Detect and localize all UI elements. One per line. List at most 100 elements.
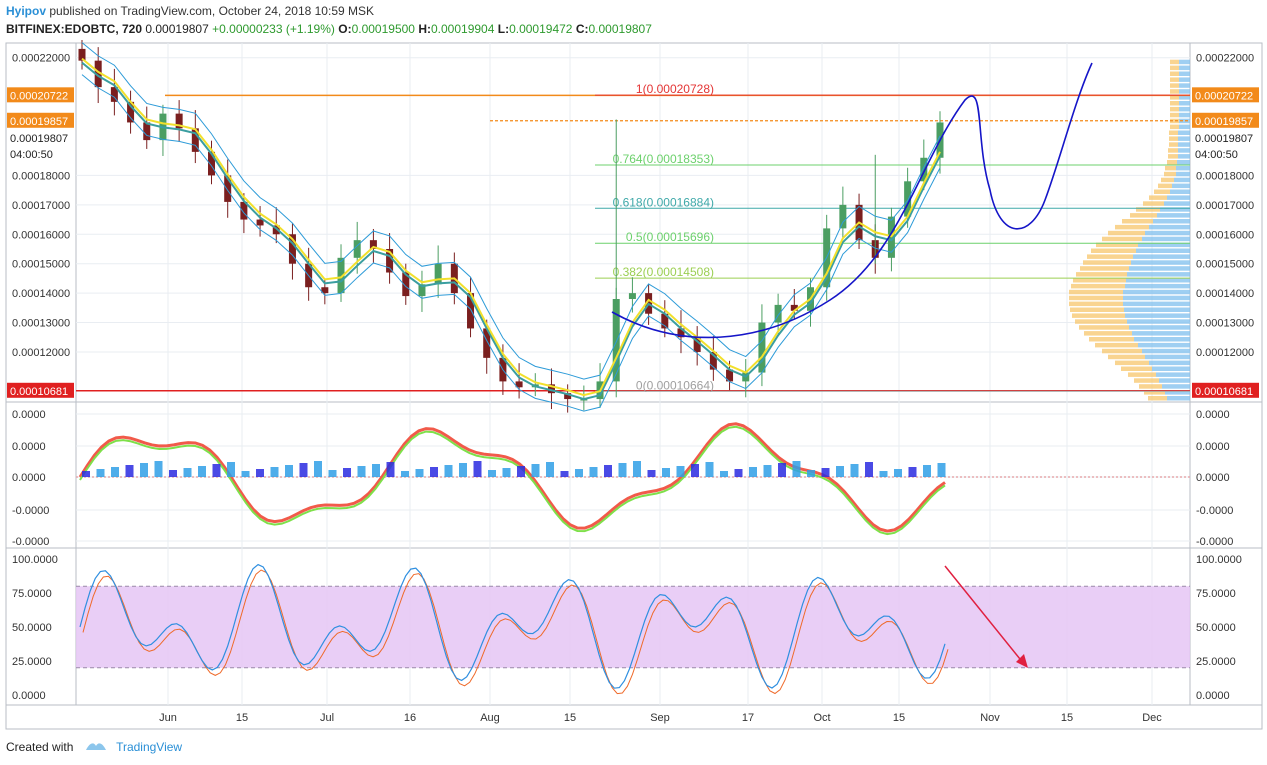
fib-level-label: 0.618(0.00016884)	[613, 195, 714, 209]
volume-profile-bar-up	[1122, 219, 1153, 224]
candle-body	[661, 313, 669, 329]
volume-profile-bar-up	[1102, 236, 1142, 242]
y-tick-label-left: 0.00012000	[12, 347, 70, 359]
volume-profile-bar-up	[1170, 112, 1179, 118]
volume-profile-bar-up	[1079, 325, 1129, 330]
candle-body	[434, 263, 442, 285]
x-tick-label: Oct	[813, 712, 830, 724]
volume-profile-bar-down	[1153, 219, 1190, 224]
volume-profile-bar-up	[1069, 301, 1123, 307]
volume-profile-bar-down	[1179, 83, 1190, 88]
candle-body	[191, 128, 199, 152]
oscillator-histogram-bar	[125, 465, 134, 477]
bollinger-lower	[81, 74, 941, 412]
high-value: 0.00019904	[431, 22, 495, 36]
oscillator-histogram-bar	[734, 469, 743, 477]
x-tick-label: 15	[1061, 712, 1073, 724]
volume-profile-bar-down	[1178, 142, 1190, 147]
volume-profile-bar-up	[1069, 289, 1123, 295]
osc-tick-label-right: 0.0000	[1196, 441, 1230, 453]
x-tick-label: Jul	[320, 712, 334, 724]
oscillator-signal-line	[78, 422, 946, 533]
stochastic-k-line	[79, 563, 946, 689]
volume-profile-bar-up	[1167, 160, 1177, 165]
volume-profile-bar-down	[1178, 130, 1190, 135]
candle-body	[774, 304, 782, 323]
oscillator-histogram-bar	[908, 467, 917, 477]
oscillator-histogram-bar	[618, 463, 627, 477]
oscillator-histogram-bar	[227, 462, 235, 477]
x-tick-label: Sep	[650, 712, 670, 724]
volume-profile-bar-up	[1170, 101, 1179, 106]
stochastic-arrow-head	[1016, 654, 1028, 668]
oscillator-histogram-bar	[633, 461, 641, 477]
volume-profile-bar-down	[1179, 106, 1190, 112]
stochastic-tick-label-right: 100.0000	[1196, 554, 1242, 566]
oscillator-histogram-bar	[778, 463, 786, 477]
oscillator-histogram-bar	[140, 463, 148, 477]
oscillator-histogram-bar	[720, 471, 728, 477]
stochastic-arrow	[944, 565, 1025, 665]
candle-body	[515, 381, 523, 388]
candle-body	[337, 257, 345, 294]
oscillator-histogram-bar	[372, 464, 380, 477]
volume-profile-bar-up	[1115, 360, 1149, 366]
last-price: 0.00019807	[145, 22, 209, 36]
volume-profile-bar-up	[1170, 124, 1179, 130]
volume-profile-bar-up	[1165, 165, 1176, 171]
volume-profile-bar-up	[1170, 83, 1179, 88]
volume-profile-bar-down	[1125, 313, 1190, 318]
volume-profile-bar-down	[1176, 165, 1190, 171]
volume-profile-bar-up	[1072, 313, 1125, 318]
stochastic-tick-label-right: 50.0000	[1196, 622, 1236, 634]
volume-profile-bar-up	[1149, 195, 1167, 200]
oscillator-histogram-bar	[807, 470, 815, 477]
publish-info: published on TradingView.com, October 24…	[46, 4, 374, 18]
volume-profile-bar-down	[1179, 95, 1190, 100]
volume-profile-bar-down	[1162, 384, 1190, 389]
volume-profile-bar-down	[1136, 248, 1190, 253]
volume-profile-bar-down	[1176, 171, 1190, 177]
candle-body	[369, 240, 377, 249]
oscillator-histogram-bar	[415, 469, 424, 477]
volume-profile-bar-down	[1127, 319, 1190, 324]
price-label-right: 0.00010681	[1195, 386, 1253, 398]
y-tick-label-right: 0.00013000	[1196, 318, 1254, 330]
volume-profile-bar-down	[1145, 230, 1190, 236]
oscillator-histogram-bar	[647, 470, 656, 477]
volume-profile-bar-up	[1108, 354, 1145, 360]
oscillator-histogram-bar	[459, 463, 467, 477]
volume-profile-bar-down	[1179, 59, 1190, 65]
volume-profile-bar-down	[1172, 183, 1190, 189]
price-label-right: 04:00:50	[1195, 149, 1238, 161]
oscillator-histogram-bar	[401, 471, 409, 477]
stochastic-tick-label-right: 25.0000	[1196, 656, 1236, 668]
volume-profile-bar-down	[1156, 372, 1190, 377]
author-name[interactable]: Hyipov	[6, 4, 47, 18]
volume-profile-bar-down	[1132, 331, 1190, 336]
volume-profile-bar-up	[1091, 248, 1136, 253]
volume-profile-bar-up	[1158, 183, 1172, 189]
oscillator-histogram-bar	[96, 469, 105, 477]
oscillator-histogram-bar	[676, 466, 685, 477]
volume-profile-bar-down	[1160, 207, 1190, 212]
price-label-right: 0.00019857	[1195, 116, 1253, 128]
osc-tick-label-right: -0.0000	[1196, 536, 1233, 548]
stochastic-tick-label-left: 100.0000	[12, 554, 58, 566]
price-label-box-right	[1192, 87, 1259, 103]
stochastic-tick-label-right: 0.0000	[1196, 690, 1230, 702]
volume-profile-bar-down	[1179, 112, 1190, 118]
footer: Created with TradingView	[6, 740, 182, 755]
candle-body	[127, 101, 135, 123]
x-tick-label: 17	[742, 712, 754, 724]
volume-profile-bar-down	[1157, 213, 1190, 218]
oscillator-histogram-bar	[328, 470, 337, 477]
oscillator-histogram-bar	[473, 461, 482, 477]
volume-profile-bar-up	[1170, 95, 1179, 100]
candle-body	[547, 384, 555, 394]
ema-yellow-line	[81, 57, 941, 397]
tradingview-link[interactable]: TradingView	[116, 740, 183, 754]
volume-profile-bar-up	[1169, 136, 1178, 141]
